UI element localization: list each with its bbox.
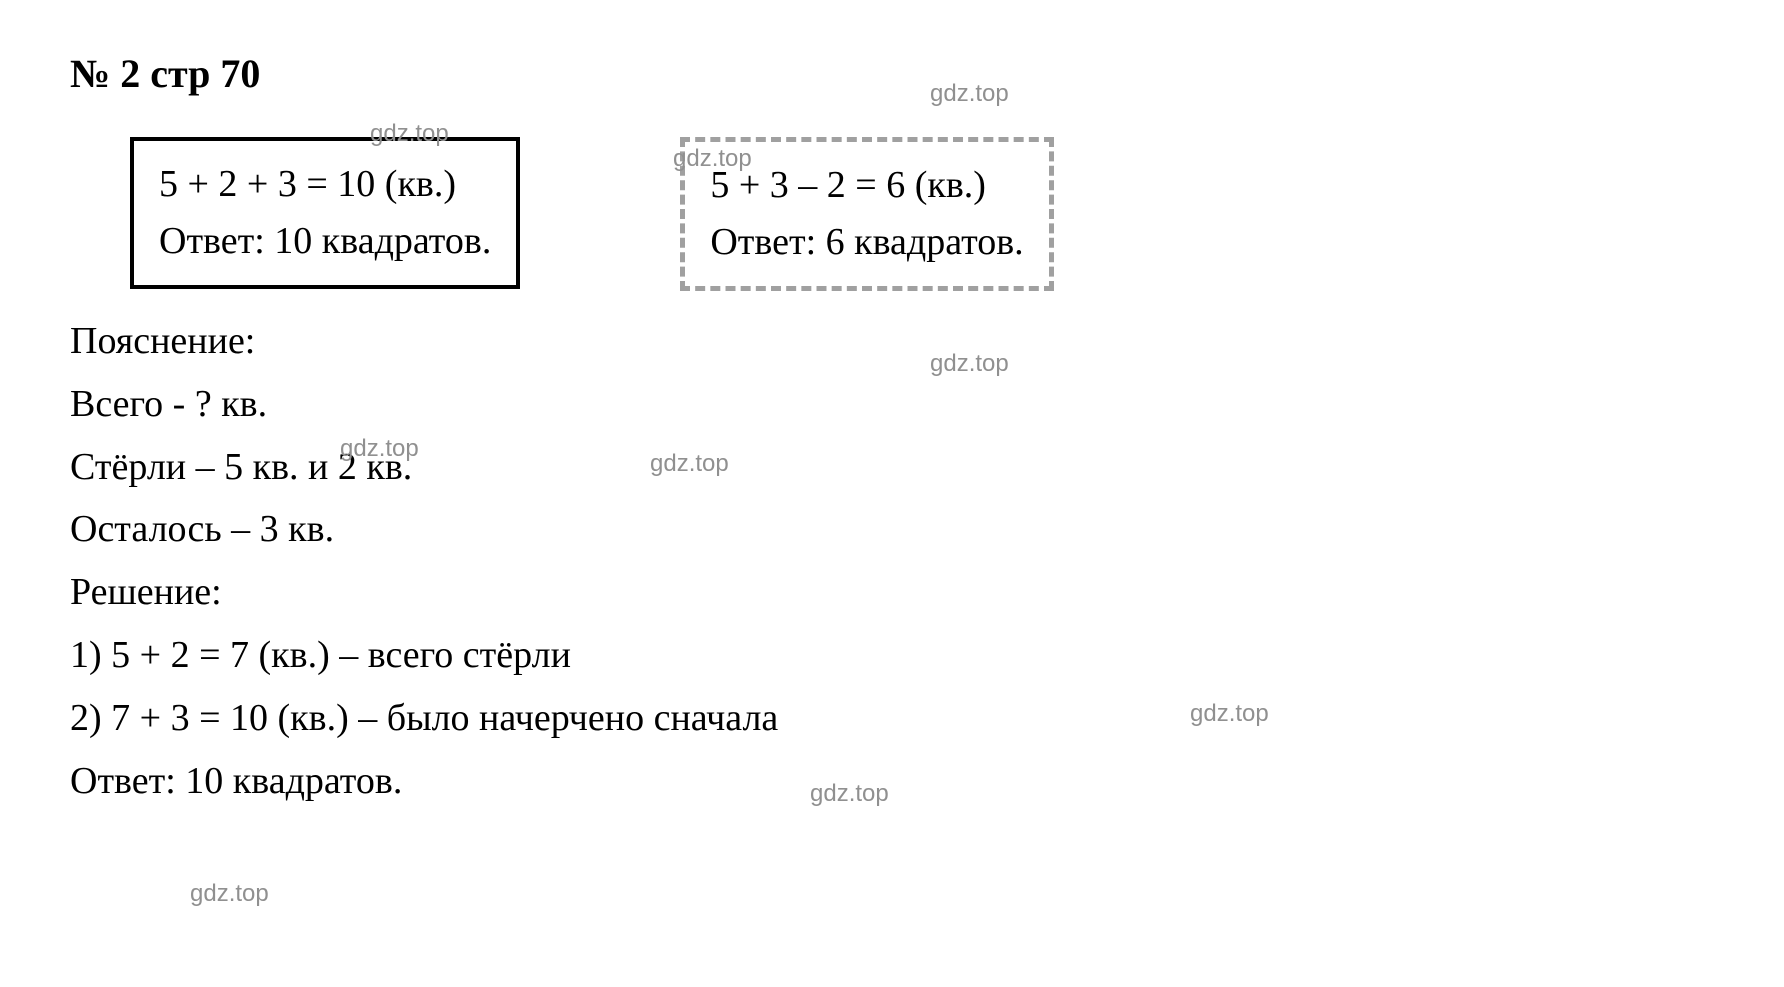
problem-title: № 2 стр 70 bbox=[70, 50, 1714, 97]
watermark-4: gdz.top bbox=[930, 350, 1009, 378]
equation-right: 5 + 3 – 2 = 6 (кв.) bbox=[710, 157, 1023, 214]
erased-line: Стёрли – 5 кв. и 2 кв. bbox=[70, 437, 1714, 498]
remaining-line: Осталось – 3 кв. bbox=[70, 499, 1714, 560]
answer-left: Ответ: 10 квадратов. bbox=[159, 213, 491, 270]
watermark-1: gdz.top bbox=[370, 120, 449, 148]
solution-step-1: 1) 5 + 2 = 7 (кв.) – всего стёрли bbox=[70, 625, 1714, 686]
watermark-3: gdz.top bbox=[673, 145, 752, 173]
explanation-label: Пояснение: bbox=[70, 311, 1714, 372]
equation-left: 5 + 2 + 3 = 10 (кв.) bbox=[159, 156, 491, 213]
answer-boxes-row: 5 + 2 + 3 = 10 (кв.) Ответ: 10 квадратов… bbox=[130, 137, 1714, 291]
final-answer: Ответ: 10 квадратов. bbox=[70, 751, 1714, 812]
total-line: Всего - ? кв. bbox=[70, 374, 1714, 435]
watermark-5: gdz.top bbox=[340, 435, 419, 463]
solution-label: Решение: bbox=[70, 562, 1714, 623]
watermark-7: gdz.top bbox=[1190, 700, 1269, 728]
correct-answer-box: 5 + 2 + 3 = 10 (кв.) Ответ: 10 квадратов… bbox=[130, 137, 520, 289]
watermark-9: gdz.top bbox=[190, 880, 269, 908]
solution-step-2: 2) 7 + 3 = 10 (кв.) – было начерчено сна… bbox=[70, 688, 1714, 749]
page-container: № 2 стр 70 gdz.top gdz.top gdz.top 5 + 2… bbox=[70, 50, 1714, 811]
watermark-8: gdz.top bbox=[810, 780, 889, 808]
watermark-2: gdz.top bbox=[930, 80, 1009, 108]
watermark-6: gdz.top bbox=[650, 450, 729, 478]
answer-right: Ответ: 6 квадратов. bbox=[710, 214, 1023, 271]
explanation-block: Пояснение: Всего - ? кв. Стёрли – 5 кв. … bbox=[70, 311, 1714, 811]
